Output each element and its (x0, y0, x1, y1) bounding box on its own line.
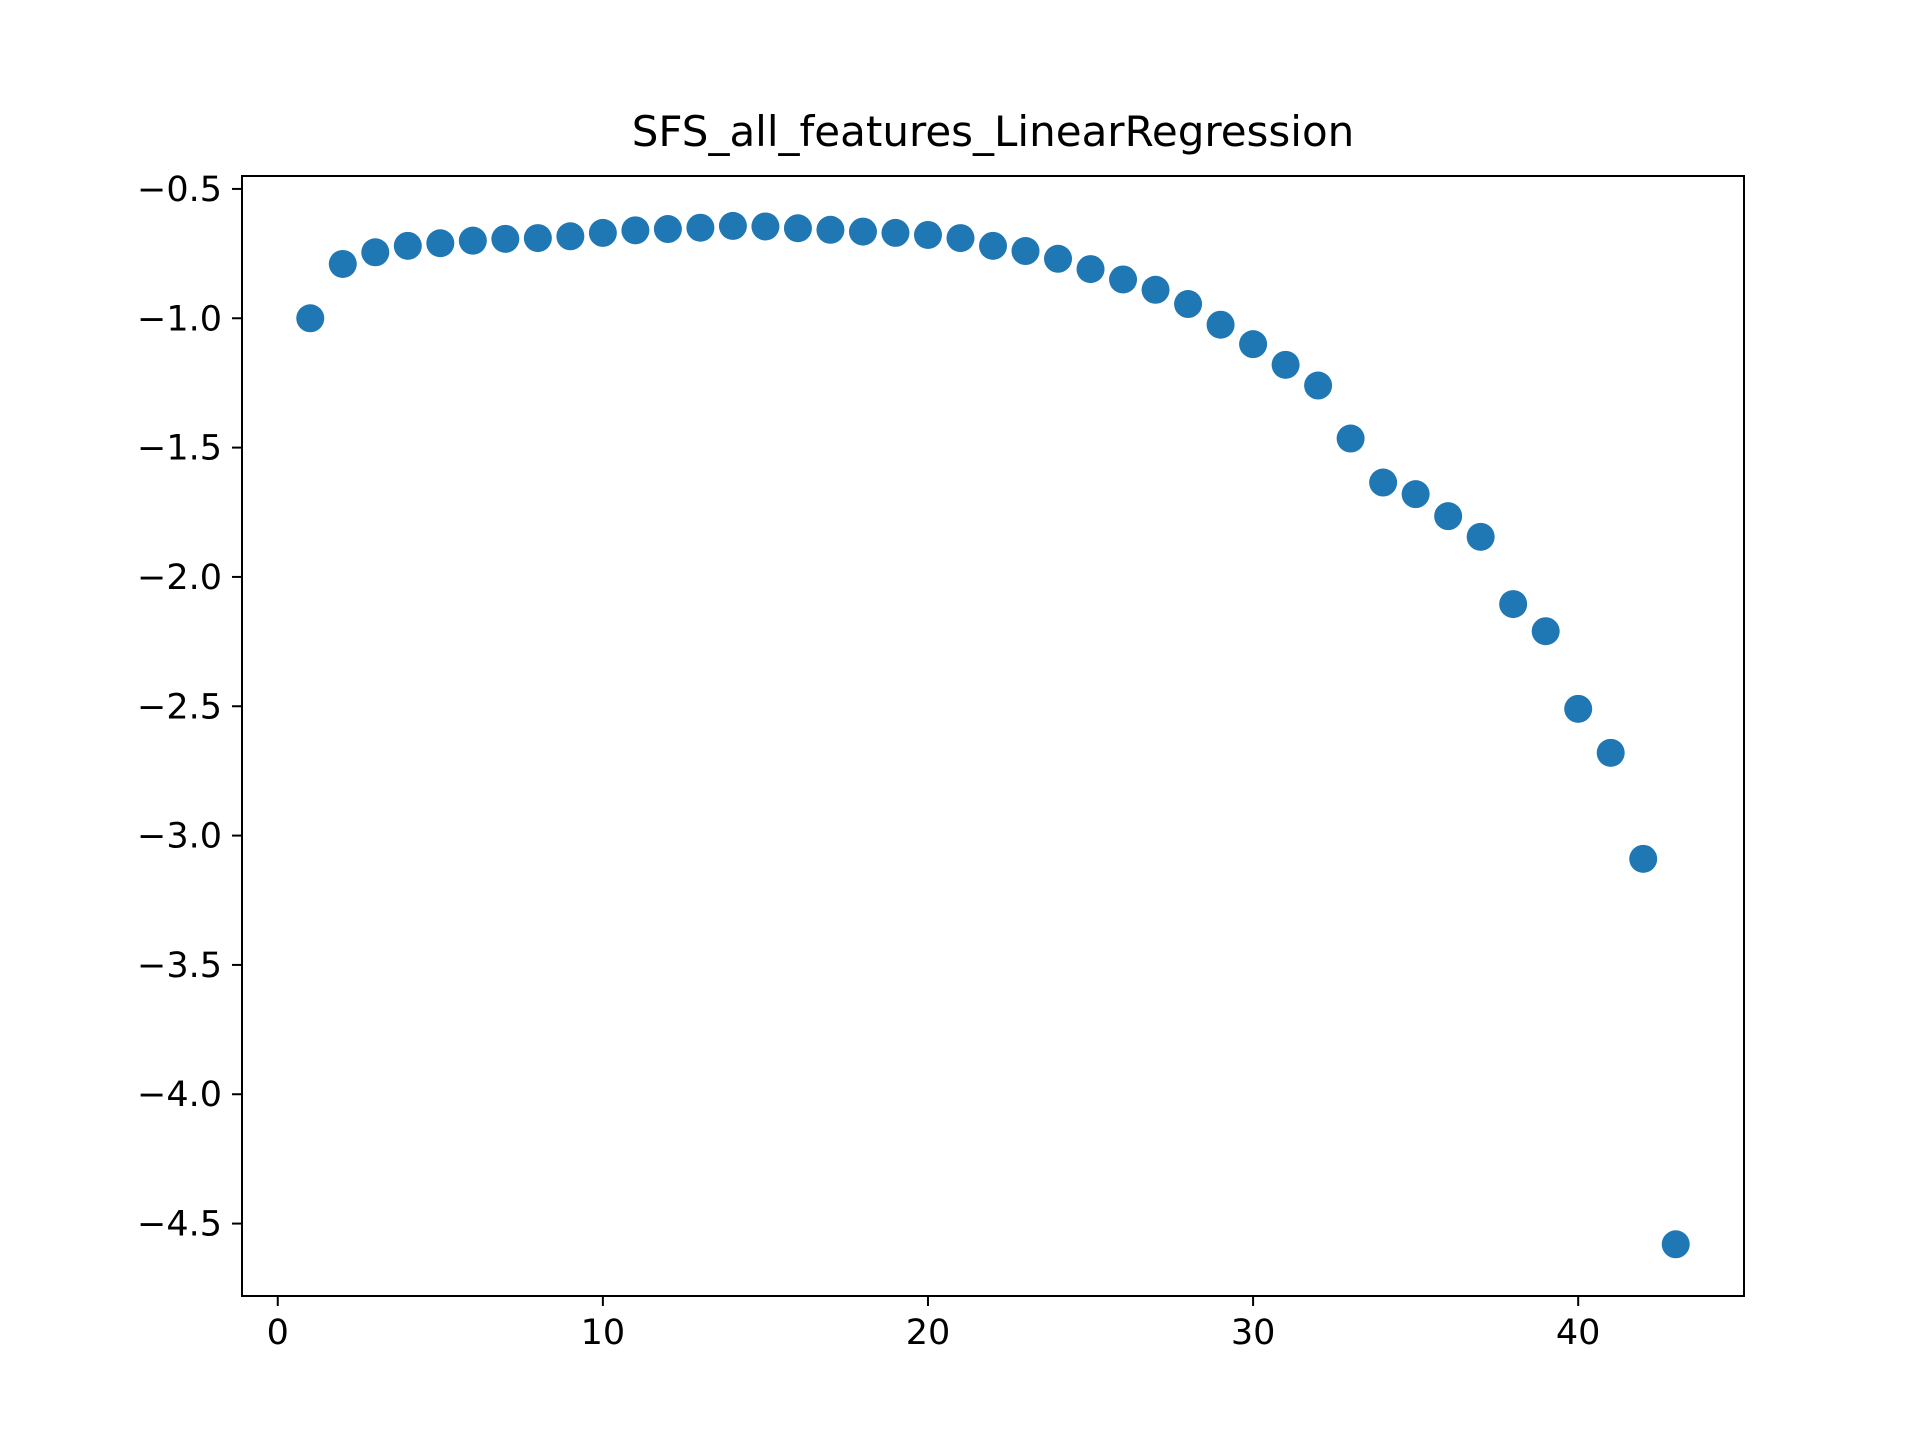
data-point (426, 229, 455, 258)
data-point (328, 249, 357, 278)
data-point (816, 215, 845, 244)
data-point (1336, 424, 1365, 453)
data-point (556, 222, 585, 251)
x-tick-label: 30 (1231, 1313, 1276, 1353)
data-point (491, 224, 520, 253)
x-tick-label: 20 (906, 1313, 951, 1353)
data-point (393, 231, 422, 260)
data-point (1174, 290, 1203, 319)
data-point (946, 224, 975, 253)
x-tick-label: 0 (267, 1313, 289, 1353)
y-tick-label: −2.0 (137, 558, 222, 598)
data-point (1369, 468, 1398, 497)
x-axis-ticks: 0 10 20 30 40 (267, 1296, 1601, 1353)
data-point (686, 213, 715, 242)
data-point (1011, 237, 1040, 266)
data-point (1629, 844, 1658, 873)
y-tick-label: −4.5 (137, 1205, 222, 1245)
y-tick-label: −1.0 (137, 299, 222, 339)
data-point (1401, 480, 1430, 509)
data-point (1271, 350, 1300, 379)
x-tick-label: 10 (581, 1313, 626, 1353)
data-point (1564, 694, 1593, 723)
data-point (1076, 255, 1105, 284)
data-point (913, 220, 942, 249)
y-tick-label: −3.0 (137, 817, 222, 857)
data-point (523, 224, 552, 253)
data-point (1596, 738, 1625, 767)
data-point (751, 212, 780, 241)
data-point (458, 226, 487, 255)
y-tick-label: −4.0 (137, 1075, 222, 1115)
points-layer (296, 211, 1690, 1259)
data-point (1044, 244, 1073, 273)
data-point (1304, 371, 1333, 400)
data-point (1206, 310, 1235, 339)
x-tick-label: 40 (1556, 1313, 1601, 1353)
y-axis-ticks: −0.5 −1.0 −1.5 −2.0 −2.5 −3.0 −3.5 −4.0 −4.5 (137, 170, 242, 1245)
y-tick-label: −1.5 (137, 429, 222, 469)
data-point (1434, 502, 1463, 531)
chart-title: SFS_all_features_LinearRegression (632, 107, 1355, 156)
y-tick-label: −0.5 (137, 170, 222, 210)
data-point (296, 304, 325, 333)
data-point (881, 218, 910, 247)
data-point (621, 216, 650, 245)
data-point (1109, 265, 1138, 294)
plot-area-frame (241, 175, 1745, 1297)
data-point (653, 215, 682, 244)
data-point (1141, 275, 1170, 304)
data-point (1499, 590, 1528, 619)
data-point (1466, 522, 1495, 551)
y-tick-label: −3.5 (137, 946, 222, 986)
data-point (1661, 1230, 1690, 1259)
data-point (588, 218, 617, 247)
data-point (1531, 617, 1560, 646)
data-point (848, 217, 877, 246)
data-point (1239, 330, 1268, 359)
data-point (783, 214, 812, 243)
y-tick-label: −2.5 (137, 687, 222, 727)
data-point (718, 211, 747, 240)
data-point (979, 231, 1007, 260)
data-point (361, 238, 390, 267)
